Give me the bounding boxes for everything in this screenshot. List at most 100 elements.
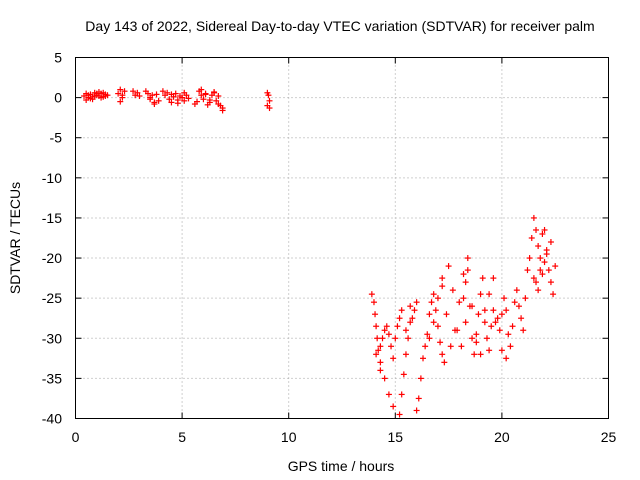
data-point (93, 90, 100, 97)
plot-frame (75, 57, 609, 419)
data-point (372, 311, 379, 318)
data-point (198, 92, 205, 99)
data-point (85, 92, 92, 99)
data-point (166, 96, 173, 103)
data-point (409, 315, 416, 322)
data-point (215, 93, 222, 100)
axis-ticks (75, 57, 609, 419)
data-point (413, 299, 420, 306)
data-point (392, 335, 399, 342)
data-point (483, 335, 490, 342)
data-point (447, 343, 454, 350)
data-point (98, 94, 105, 101)
data-point (159, 88, 166, 95)
data-point (396, 315, 403, 322)
data-point (479, 275, 486, 282)
data-point (379, 335, 386, 342)
data-point (424, 331, 431, 338)
y-tick-label: -40 (42, 411, 62, 427)
data-point (373, 351, 380, 358)
data-point (181, 97, 188, 104)
data-point (477, 351, 484, 358)
data-point (121, 88, 128, 95)
data-point (211, 89, 218, 96)
data-point (441, 359, 448, 366)
data-point (456, 299, 463, 306)
data-point (202, 90, 209, 97)
data-point (194, 98, 201, 105)
data-point (481, 307, 488, 314)
x-tick-label: 15 (388, 429, 404, 445)
grid (75, 57, 609, 419)
data-point (415, 395, 422, 402)
data-point (522, 295, 529, 302)
data-point (375, 347, 382, 354)
data-point (458, 343, 465, 350)
data-point (530, 214, 537, 221)
data-point (430, 319, 437, 326)
data-point (374, 335, 381, 342)
data-point (537, 267, 544, 274)
data-point (533, 226, 540, 233)
data-point (417, 375, 424, 382)
data-point (394, 323, 401, 330)
data-point (385, 331, 392, 338)
data-point (400, 371, 407, 378)
data-point (206, 97, 213, 104)
data-point (462, 319, 469, 326)
data-point (398, 391, 405, 398)
data-point (535, 287, 542, 294)
data-point (265, 92, 272, 99)
data-point (539, 271, 546, 278)
data-point (533, 279, 540, 286)
data-point (426, 311, 433, 318)
data-point (460, 271, 467, 278)
data-point (486, 347, 493, 354)
data-point (402, 351, 409, 358)
data-point (481, 319, 488, 326)
data-point (430, 291, 437, 298)
data-point (151, 101, 158, 108)
data-point (439, 351, 446, 358)
data-point (388, 343, 395, 350)
x-tick-labels: 0 5 10 15 20 25 (72, 429, 617, 445)
data-point (524, 267, 531, 274)
data-point (437, 339, 444, 346)
data-point (370, 299, 377, 306)
data-point (547, 279, 554, 286)
data-point (511, 299, 518, 306)
data-point (172, 90, 179, 97)
x-tick-label: 20 (494, 429, 510, 445)
x-tick-label: 5 (178, 429, 186, 445)
data-point (498, 347, 505, 354)
data-point (543, 251, 550, 258)
data-point (170, 93, 177, 100)
data-point (513, 287, 520, 294)
data-point (469, 335, 476, 342)
data-point (535, 243, 542, 250)
data-point (443, 311, 450, 318)
data-point (266, 97, 273, 104)
data-point (168, 99, 175, 106)
data-point (200, 96, 207, 103)
data-point (552, 263, 559, 270)
data-point (545, 267, 552, 274)
y-tick-label: -35 (42, 370, 62, 386)
data-point (550, 291, 557, 298)
data-point (130, 88, 137, 95)
data-point (405, 335, 412, 342)
data-point (198, 86, 205, 93)
data-point (537, 255, 544, 262)
data-point (466, 303, 473, 310)
x-tick-label: 25 (601, 429, 617, 445)
data-points (81, 86, 559, 418)
data-point (505, 331, 512, 338)
data-point (507, 343, 514, 350)
data-point (368, 291, 375, 298)
data-point (547, 239, 554, 246)
x-axis-title: GPS time / hours (288, 458, 395, 474)
data-point (473, 331, 480, 338)
x-tick-label: 10 (281, 429, 297, 445)
data-point (434, 323, 441, 330)
